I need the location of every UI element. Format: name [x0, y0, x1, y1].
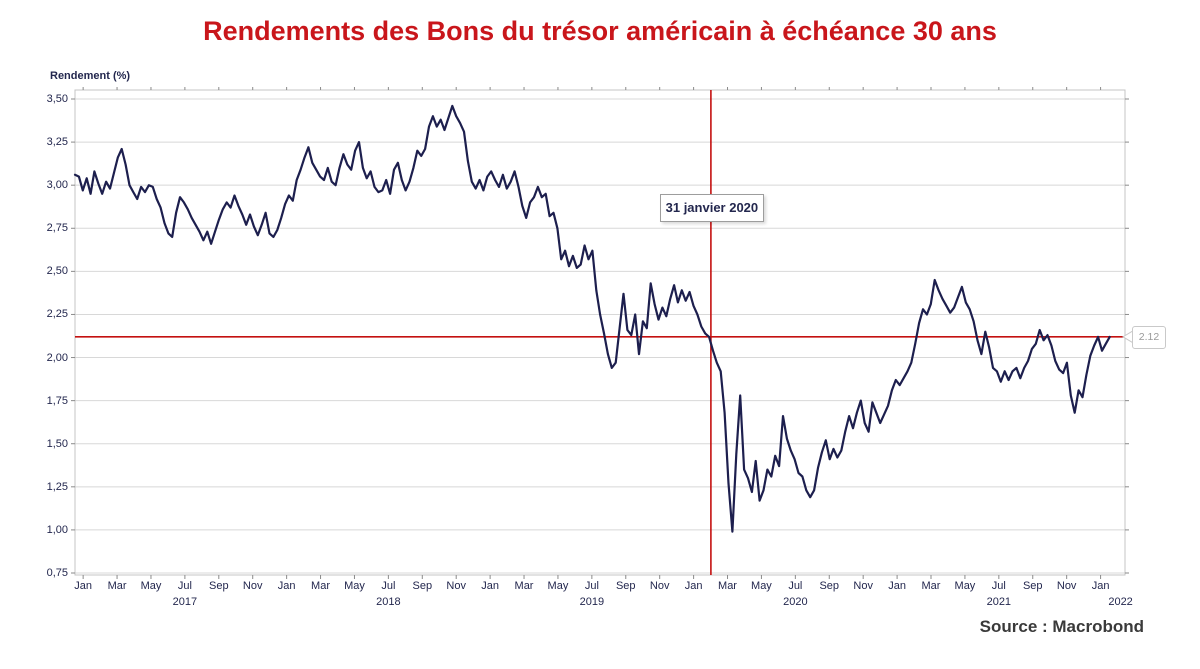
y-tick-label: 2,75 [46, 222, 68, 235]
x-tick-label: Sep [1022, 580, 1043, 592]
x-tick-label: Sep [412, 580, 433, 592]
x-tick-label: Nov [649, 580, 670, 592]
x-tick-label: Jan [684, 580, 703, 592]
x-tick-label: Nov [853, 580, 873, 592]
x-tick-label: Jan [888, 580, 906, 592]
x-tick-label: Jan [74, 580, 92, 592]
y-tick-label: 1,00 [46, 523, 68, 536]
x-tick-label: Nov [242, 580, 263, 592]
x-tick-label: Mar [921, 580, 941, 592]
x-tick-label: Jul [381, 580, 396, 592]
x-tick-label: Jul [788, 580, 803, 592]
x-tick-label: Jul [584, 580, 599, 592]
x-tick-label: Mar [514, 580, 534, 592]
x-tick-label: Sep [819, 580, 840, 592]
x-tick-label: Jul [991, 580, 1006, 592]
x-tick-label: Nov [1056, 580, 1077, 592]
x-tick-label: Jan [1091, 580, 1110, 592]
x-tick-label: May [954, 580, 976, 592]
crosshair-label-pointer [1122, 330, 1134, 344]
x-year-label: 2019 [579, 596, 605, 608]
x-tick-label: Nov [446, 580, 466, 592]
x-tick-label: May [344, 580, 365, 592]
y-tick-label: 0,75 [46, 567, 68, 579]
x-tick-label: Mar [311, 580, 330, 592]
y-tick-label: 1,25 [46, 480, 68, 493]
x-year-label: 2020 [783, 596, 808, 608]
yield-line-series [73, 104, 1111, 533]
x-tick-label: Mar [718, 580, 737, 592]
x-tick-label: May [547, 580, 569, 592]
x-tick-label: May [140, 580, 162, 592]
x-tick-label: Jan [481, 580, 499, 592]
x-year-label: 2021 [986, 596, 1012, 608]
y-tick-label: 3,50 [46, 93, 68, 105]
y-tick-label: 3,25 [46, 136, 68, 149]
y-tick-label: 2,50 [46, 265, 68, 278]
x-year-label: 2017 [172, 596, 198, 608]
chart-title: Rendements des Bons du trésor américain … [203, 16, 997, 46]
y-tick-label: 1,75 [46, 394, 68, 407]
x-year-label: 2018 [376, 596, 401, 608]
y-tick-label: 2,00 [46, 351, 68, 364]
y-axis-title: Rendement (%) [50, 70, 131, 82]
x-tick-label: May [751, 580, 772, 592]
y-tick-label: 1,50 [46, 437, 68, 450]
annotation-date-label: 31 janvier 2020 [659, 194, 764, 222]
x-tick-label: Jul [177, 580, 192, 592]
x-tick-label: Sep [615, 580, 636, 592]
x-tick-label: Sep [209, 580, 229, 592]
y-tick-label: 2,25 [46, 308, 68, 321]
x-tick-label: Mar [107, 580, 127, 592]
y-tick-label: 3,00 [46, 179, 68, 192]
crosshair-value-label: 2.12 [1132, 325, 1166, 349]
x-year-label: 2022 [1108, 596, 1133, 608]
x-tick-label: Jan [277, 580, 296, 592]
source-label: Source : Macrobond [979, 617, 1144, 636]
plot-border [74, 89, 1126, 576]
